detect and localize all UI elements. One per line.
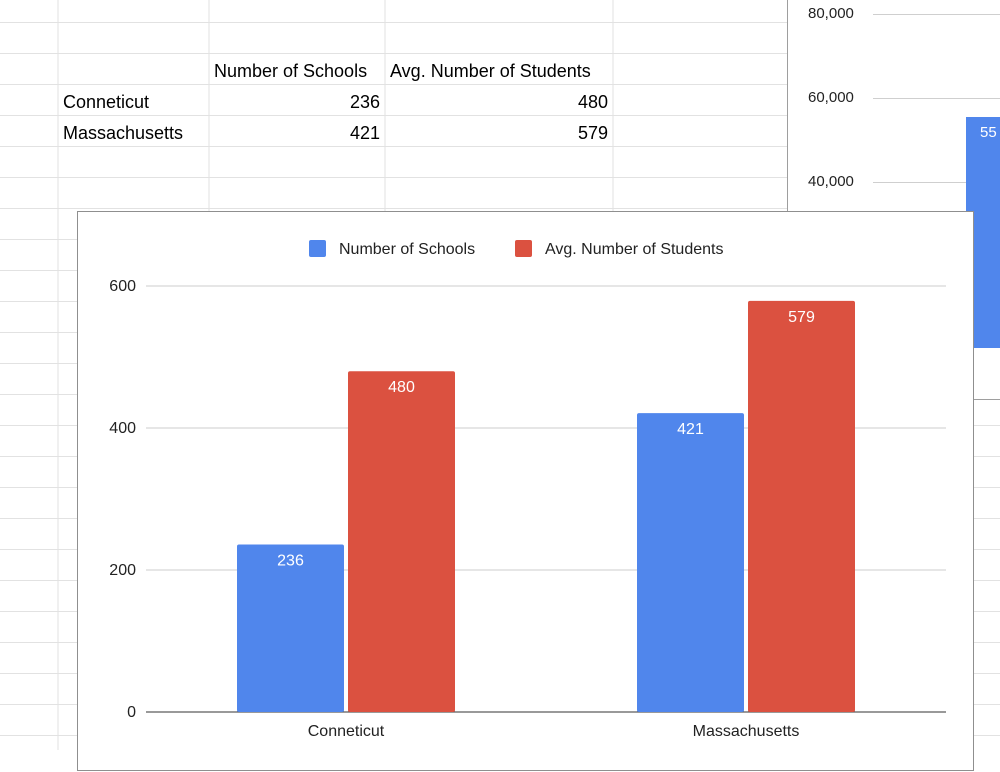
bar-schools-massachusetts[interactable] <box>637 413 744 712</box>
legend-swatch <box>309 240 326 257</box>
bar-data-label: 421 <box>677 421 704 438</box>
bar-students-massachusetts[interactable] <box>748 300 855 712</box>
bar-data-label: 480 <box>388 379 415 396</box>
cell-massachusetts-schools[interactable]: 421 <box>349 123 380 143</box>
bar-chart[interactable]: 0 200 400 600 236 480 Conneticut 421 579 Massachu… <box>77 211 974 771</box>
bg-bar-label: 55 <box>980 124 997 141</box>
header-cell-students[interactable]: Avg. Number of Students <box>390 61 591 81</box>
header-cell-schools[interactable]: Number of Schools <box>214 61 368 81</box>
y-tick-label: 400 <box>109 420 136 437</box>
legend-label: Number of Schools <box>339 241 475 258</box>
chart-canvas: 0 200 400 600 236 480 Conneticut 421 579 Massachu… <box>109 240 946 740</box>
legend-label: Avg. Number of Students <box>545 241 723 258</box>
bg-tick-label: 60,000 <box>808 89 854 106</box>
bar-students-conneticut[interactable] <box>348 371 455 712</box>
bg-gridline <box>873 182 1000 183</box>
cell-conneticut-schools[interactable]: 236 <box>349 92 380 112</box>
y-tick-label: 600 <box>109 278 136 295</box>
cell-conneticut-students[interactable]: 480 <box>577 92 608 112</box>
bar-data-label: 236 <box>277 552 304 569</box>
bg-gridline <box>873 14 1000 15</box>
y-tick-label: 200 <box>109 562 136 579</box>
bg-tick-label: 40,000 <box>808 173 854 190</box>
chart-legend[interactable]: Number of Schools Avg. Number of Students <box>309 240 723 258</box>
bg-gridline <box>873 98 1000 99</box>
bar-schools-conneticut[interactable] <box>237 544 344 712</box>
bar-data-label: 579 <box>788 309 815 326</box>
x-tick-label: Conneticut <box>308 723 385 740</box>
legend-swatch <box>515 240 532 257</box>
row-label-conneticut[interactable]: Conneticut <box>63 92 150 112</box>
row-label-massachusetts[interactable]: Massachusetts <box>63 123 184 143</box>
y-tick-label: 0 <box>127 704 136 721</box>
cell-massachusetts-students[interactable]: 579 <box>577 123 608 143</box>
x-tick-label: Massachusetts <box>693 723 800 740</box>
bg-tick-label: 80,000 <box>808 5 854 22</box>
